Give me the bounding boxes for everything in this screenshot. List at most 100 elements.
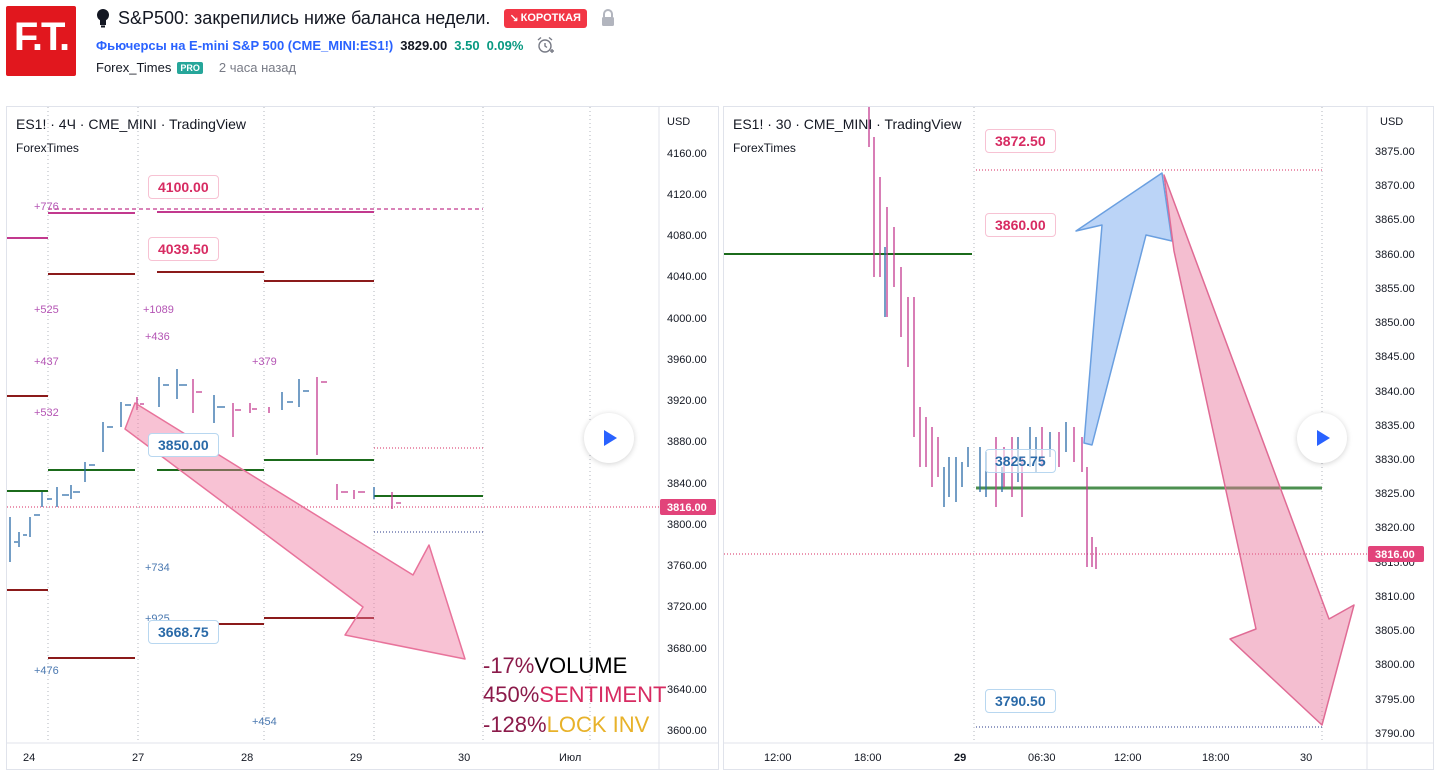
current-price-label: 3816.00: [667, 502, 707, 514]
legend-author: ForexTimes: [733, 141, 796, 155]
price-callout[interactable]: 4100.00: [148, 175, 219, 199]
time-tick: 12:00: [1114, 752, 1142, 764]
price-callout[interactable]: 3860.00: [985, 213, 1056, 237]
price-tick: 3825.00: [1375, 488, 1415, 500]
price-callout[interactable]: 3850.00: [148, 433, 219, 457]
price-tick: 3875.00: [1375, 146, 1415, 158]
left-time-axis: 24 27 28 29 30 Июл: [23, 752, 581, 764]
volume-label: +532: [34, 407, 59, 419]
price-tick: 3830.00: [1375, 454, 1415, 466]
price-tick: 4120.00: [667, 189, 707, 201]
price-callout[interactable]: 4039.50: [148, 237, 219, 261]
volume-label: +476: [34, 665, 59, 677]
volume-label: +379: [252, 356, 277, 368]
price-callout[interactable]: 3668.75: [148, 620, 219, 644]
right-price-axis: USD 3875.00 3870.00 3865.00 3860.00 3855…: [1375, 116, 1415, 740]
alarm-clock-plus-icon[interactable]: [536, 36, 555, 54]
price-callout[interactable]: 3825.75: [985, 449, 1056, 473]
stat-value: 450%: [483, 682, 540, 707]
price-tick: 3680.00: [667, 643, 707, 655]
bearish-arrow-drawing[interactable]: [1163, 174, 1355, 726]
price-tick: 3835.00: [1375, 420, 1415, 432]
currency-label: USD: [667, 116, 690, 128]
play-replay-button[interactable]: [1297, 413, 1347, 463]
price-tick: 3720.00: [667, 601, 707, 613]
price-tick: 3860.00: [1375, 249, 1415, 261]
price-tick: 3960.00: [667, 354, 707, 366]
right-time-axis: 12:00 18:00 29 06:30 12:00 18:00 30: [764, 752, 1312, 764]
price-callout[interactable]: 3872.50: [985, 129, 1056, 153]
time-tick: 18:00: [1202, 752, 1230, 764]
current-price-label: 3816.00: [1375, 549, 1415, 561]
price-tick: 4000.00: [667, 313, 707, 325]
time-tick: 18:00: [854, 752, 882, 764]
symbol-legend: ES1! · 4Ч · CME_MINI · TradingView: [16, 116, 247, 132]
time-tick: 27: [132, 752, 144, 764]
time-tick: 06:30: [1028, 752, 1056, 764]
price-tick: 3800.00: [1375, 659, 1415, 671]
price-tick: 3760.00: [667, 560, 707, 572]
last-price: 3829.00: [400, 37, 448, 53]
play-icon: [604, 430, 617, 446]
time-tick: 12:00: [764, 752, 792, 764]
price-callout[interactable]: 3790.50: [985, 689, 1056, 713]
volume-label: +1089: [143, 304, 174, 316]
volume-label: +454: [252, 716, 277, 728]
forex-times-logo[interactable]: F.T.: [6, 6, 76, 76]
symbol-link[interactable]: Фьючерсы на E-mini S&P 500 (CME_MINI:ES1…: [96, 37, 394, 53]
legend-author: ForexTimes: [16, 141, 79, 155]
price-tick: 3840.00: [667, 478, 707, 490]
price-tick: 3880.00: [667, 436, 707, 448]
short-badge: ↘ КОРОТКАЯ: [504, 8, 587, 28]
price-tick: 3850.00: [1375, 317, 1415, 329]
time-tick: 29: [350, 752, 362, 764]
price-tick: 3920.00: [667, 395, 707, 407]
price-tick: 3795.00: [1375, 694, 1415, 706]
price-tick: 3600.00: [667, 725, 707, 737]
time-tick: 29: [954, 752, 966, 764]
price-tick: 4040.00: [667, 271, 707, 283]
price-tick: 3840.00: [1375, 386, 1415, 398]
idea-title-row: S&P500: закрепились ниже баланса недели.…: [96, 6, 615, 30]
price-change: 3.50: [454, 37, 480, 53]
logo-text: F.T.: [13, 15, 70, 59]
author-name[interactable]: Forex_Times: [96, 60, 172, 75]
price-tick: 3810.00: [1375, 591, 1415, 603]
symbol-row: Фьючерсы на E-mini S&P 500 (CME_MINI:ES1…: [96, 36, 555, 54]
arrow-down-right-icon: ↘: [509, 12, 519, 25]
short-badge-label: КОРОТКАЯ: [520, 12, 581, 24]
volume-label: +525: [34, 304, 59, 316]
price-tick: 3845.00: [1375, 351, 1415, 363]
price-tick: 3640.00: [667, 684, 707, 696]
stat-value: -128%: [483, 712, 547, 737]
bullish-arrow-drawing[interactable]: [1075, 172, 1173, 446]
author-row: Forex_Times PRO 2 часа назад: [96, 60, 296, 75]
left-price-axis: USD 4160.00 4120.00 4080.00 4040.00 4000…: [667, 116, 707, 737]
bearish-arrow-drawing[interactable]: [124, 402, 466, 660]
current-price-marker: [660, 499, 716, 515]
time-tick: 28: [241, 752, 253, 764]
stat-value: -17%: [483, 653, 535, 678]
stat-row: 450%SENTIMENT: [483, 680, 666, 710]
price-tick: 3820.00: [1375, 522, 1415, 534]
time-tick: 24: [23, 752, 35, 764]
price-tick: 3870.00: [1375, 180, 1415, 192]
price-tick: 3805.00: [1375, 625, 1415, 637]
play-replay-button[interactable]: [584, 413, 634, 463]
idea-title: S&P500: закрепились ниже баланса недели.: [118, 7, 491, 28]
volume-label: +734: [145, 562, 170, 574]
right-chart-pane[interactable]: USD 3875.00 3870.00 3865.00 3860.00 3855…: [723, 106, 1434, 770]
volume-label: +436: [145, 331, 170, 343]
stat-label: VOLUME: [534, 653, 628, 678]
right-chart-canvas[interactable]: USD 3875.00 3870.00 3865.00 3860.00 3855…: [724, 107, 1434, 770]
left-chart-pane[interactable]: +776 +525 +1089 +436 +437 +379 +532 +734…: [6, 106, 719, 770]
price-tick: 3865.00: [1375, 214, 1415, 226]
symbol-legend: ES1! · 30 · CME_MINI · TradingView: [733, 116, 962, 132]
stat-row: -128%LOCK INV: [483, 710, 649, 740]
volume-label: +437: [34, 356, 59, 368]
price-change-percent: 0.09%: [486, 37, 524, 53]
left-chart-canvas[interactable]: +776 +525 +1089 +436 +437 +379 +532 +734…: [7, 107, 719, 770]
volume-label: +776: [34, 201, 59, 213]
stat-row: -17%VOLUME: [483, 651, 627, 681]
currency-label: USD: [1380, 116, 1403, 128]
